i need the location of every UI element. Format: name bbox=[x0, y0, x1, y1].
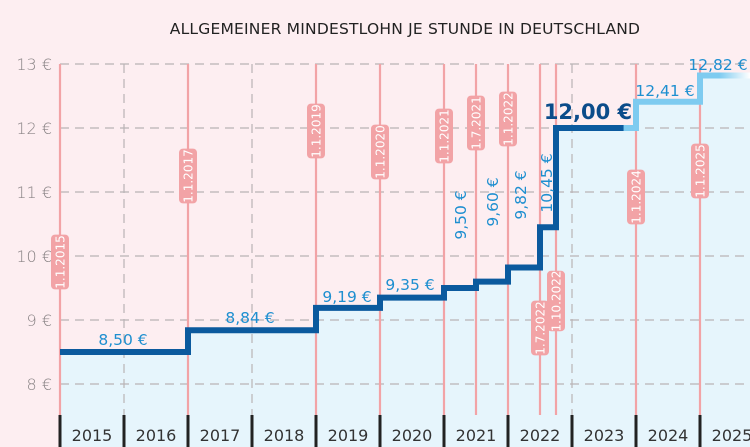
value-label: 8,50 € bbox=[98, 331, 147, 349]
date-label-text: 1.1.2020 bbox=[374, 125, 388, 178]
value-label: 9,82 € bbox=[512, 170, 530, 219]
date-label: 1.1.2024 bbox=[627, 169, 645, 225]
value-label: 12,00 € bbox=[544, 100, 632, 124]
date-label-box bbox=[435, 108, 453, 164]
x-tick-label: 2025 bbox=[712, 426, 750, 445]
date-label: 1.1.2025 bbox=[691, 143, 709, 199]
y-tick-label: 8 € bbox=[27, 375, 52, 394]
wage-step-line bbox=[60, 72, 750, 355]
y-tick-label: 9 € bbox=[27, 311, 52, 330]
x-tick-label: 2024 bbox=[648, 426, 689, 445]
date-label-box bbox=[179, 148, 197, 204]
date-label-box bbox=[467, 95, 485, 151]
date-label-box bbox=[371, 124, 389, 180]
y-tick-label: 11 € bbox=[16, 183, 52, 202]
date-label: 1.1.2017 bbox=[179, 148, 197, 204]
date-label-box bbox=[547, 270, 565, 332]
value-label: 9,50 € bbox=[452, 190, 470, 239]
date-label-text: 1.1.2024 bbox=[630, 170, 644, 223]
y-tick-label: 12 € bbox=[16, 119, 52, 138]
date-label-text: 1.1.2015 bbox=[54, 235, 68, 288]
date-label-text: 1.1.2025 bbox=[694, 144, 708, 197]
date-label: 1.1.2019 bbox=[307, 103, 325, 159]
date-label-box bbox=[499, 91, 517, 147]
date-label-text: 1.10.2022 bbox=[550, 270, 564, 331]
value-label: 10,45 € bbox=[538, 153, 556, 212]
date-label: 1.10.2022 bbox=[547, 270, 565, 332]
value-label: 12,41 € bbox=[635, 82, 694, 100]
y-tick-label: 13 € bbox=[16, 55, 52, 74]
date-label-text: 1.1.2022 bbox=[502, 92, 516, 145]
x-tick-label: 2022 bbox=[520, 426, 561, 445]
value-label: 9,60 € bbox=[484, 177, 502, 226]
x-tick-label: 2020 bbox=[392, 426, 433, 445]
date-label-box bbox=[51, 234, 69, 290]
date-label-text: 1.7.2021 bbox=[470, 96, 484, 149]
value-label: 9,35 € bbox=[385, 276, 434, 294]
date-label-box bbox=[627, 169, 645, 225]
date-label: 1.1.2015 bbox=[51, 234, 69, 290]
x-tick-label: 2015 bbox=[72, 426, 113, 445]
x-tick-label: 2018 bbox=[264, 426, 305, 445]
chart-title: ALLGEMEINER MINDESTLOHN JE STUNDE IN DEU… bbox=[169, 20, 641, 38]
date-label-text: 1.1.2017 bbox=[182, 149, 196, 202]
date-label: 1.7.2021 bbox=[467, 95, 485, 151]
y-tick-label: 10 € bbox=[16, 247, 52, 266]
value-label: 9,19 € bbox=[322, 288, 371, 306]
x-tick-label: 2021 bbox=[456, 426, 497, 445]
area-fill bbox=[60, 75, 750, 447]
value-label: 12,82 € bbox=[688, 56, 747, 74]
date-label: 1.1.2022 bbox=[499, 91, 517, 147]
x-tick-label: 2016 bbox=[136, 426, 177, 445]
date-label: 1.1.2020 bbox=[371, 124, 389, 180]
date-label-text: 1.7.2022 bbox=[534, 301, 548, 354]
date-label-text: 1.1.2019 bbox=[310, 104, 324, 157]
date-label-box bbox=[307, 103, 325, 159]
date-label-text: 1.1.2021 bbox=[438, 109, 452, 162]
x-tick-label: 2023 bbox=[584, 426, 625, 445]
x-tick-label: 2019 bbox=[328, 426, 369, 445]
date-label: 1.1.2021 bbox=[435, 108, 453, 164]
date-label-box bbox=[691, 143, 709, 199]
date-label-box bbox=[531, 300, 549, 356]
value-label: 8,84 € bbox=[225, 309, 274, 327]
x-tick-label: 2017 bbox=[200, 426, 241, 445]
date-label: 1.7.2022 bbox=[531, 300, 549, 356]
